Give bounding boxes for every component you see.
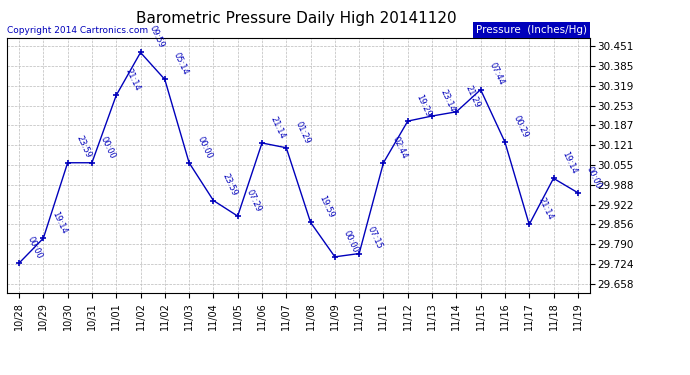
- Text: 00:00: 00:00: [584, 165, 603, 190]
- Text: 23:59: 23:59: [220, 172, 239, 198]
- Text: 21:14: 21:14: [269, 115, 287, 140]
- Text: Copyright 2014 Cartronics.com: Copyright 2014 Cartronics.com: [7, 26, 148, 35]
- Text: 07:15: 07:15: [366, 225, 384, 251]
- Text: 21:14: 21:14: [124, 67, 141, 93]
- Text: 21:14: 21:14: [536, 196, 554, 222]
- Text: 07:29: 07:29: [245, 188, 263, 213]
- Text: 05:14: 05:14: [172, 51, 190, 76]
- Text: 00:00: 00:00: [99, 135, 117, 160]
- Text: 23:59: 23:59: [75, 135, 93, 160]
- Text: 19:59: 19:59: [317, 194, 336, 220]
- Text: Pressure  (Inches/Hg): Pressure (Inches/Hg): [476, 25, 587, 35]
- Text: 19:29: 19:29: [415, 93, 433, 118]
- Text: 07:44: 07:44: [488, 62, 506, 87]
- Text: 19:14: 19:14: [560, 150, 579, 176]
- Text: 23:14: 23:14: [439, 88, 457, 113]
- Text: 21:29: 21:29: [463, 84, 482, 109]
- Text: Barometric Pressure Daily High 20141120: Barometric Pressure Daily High 20141120: [137, 11, 457, 26]
- Text: 00:29: 00:29: [512, 114, 530, 139]
- Text: 09:59: 09:59: [148, 24, 166, 50]
- Text: 00:00: 00:00: [26, 235, 44, 260]
- Text: 01:29: 01:29: [293, 120, 311, 145]
- Text: 19:14: 19:14: [50, 210, 68, 236]
- Text: 00:00: 00:00: [342, 229, 360, 254]
- Text: 00:00: 00:00: [196, 135, 214, 160]
- Text: 02:44: 02:44: [391, 135, 408, 160]
